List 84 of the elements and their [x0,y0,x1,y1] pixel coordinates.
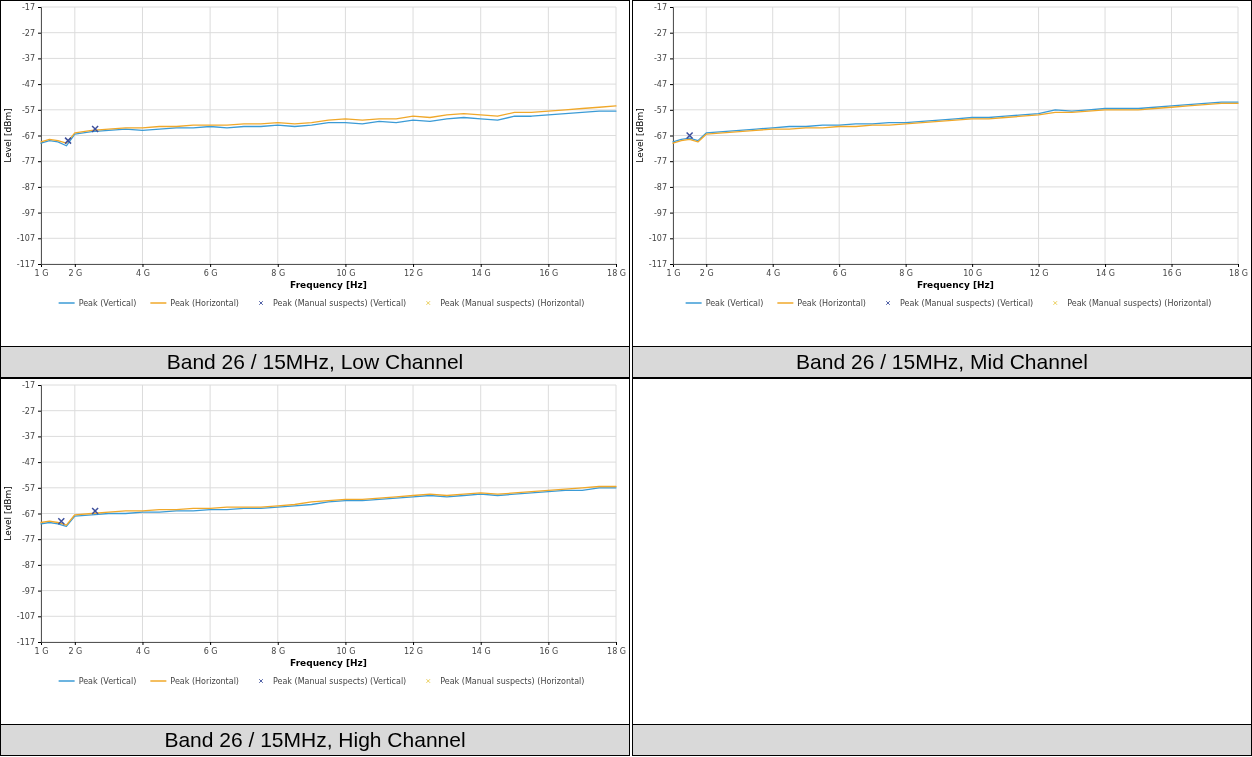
x-tick-label: 4 G [136,268,150,278]
x-tick-label: 2 G [68,646,83,656]
x-tick-label: 8 G [899,268,914,278]
x-tick-label: 16 G [539,646,559,656]
y-tick-label: -97 [21,586,35,596]
legend-label: Peak (Vertical) [78,677,137,686]
y-tick-label: -117 [16,638,35,648]
x-axis-title: Frequency [Hz] [290,280,367,290]
x-tick-label: 12 G [404,646,424,656]
y-tick-label: -87 [653,182,667,192]
legend-label: Peak (Horizontal) [170,299,239,308]
y-tick-label: -47 [653,80,667,90]
y-tick-label: -77 [21,157,35,167]
y-tick-label: -117 [648,260,667,270]
legend-label: Peak (Manual suspects) (Vertical) [273,299,407,308]
text: Band 26 / 15MHz, High Channel [1,724,629,755]
x-tick-label: 10 G [336,268,356,278]
y-tick-label: -57 [653,105,667,115]
x-tick-label: 1 G [34,646,49,656]
x-axis-title: Frequency [Hz] [290,658,367,668]
legend-label: Peak (Horizontal) [170,677,239,686]
x-tick-label: 18 G [607,646,626,656]
x-tick-label: 4 G [766,268,781,278]
x-tick-label: 12 G [404,268,424,278]
y-tick-label: -17 [21,3,35,13]
legend-label: Peak (Manual suspects) (Horizontal) [440,677,585,686]
x-axis-title: Frequency [Hz] [917,280,994,290]
legend-label: Peak (Horizontal) [797,299,866,308]
y-axis-title: Level [dBm] [3,486,13,541]
y-tick-label: -27 [21,28,35,38]
x-tick-label: 12 G [1029,268,1049,278]
y-tick-label: -37 [21,54,35,64]
text: Band 26 / 15MHz, Mid Channel [633,346,1251,377]
x-tick-label: 14 G [471,268,491,278]
legend-label: Peak (Manual suspects) (Vertical) [273,677,407,686]
y-tick-label: -107 [16,612,35,622]
y-tick-label: -87 [21,560,35,570]
y-tick-label: -37 [653,54,667,64]
legend-label: Peak (Vertical) [705,299,764,308]
y-tick-label: -17 [21,381,35,391]
y-tick-label: -97 [21,208,35,218]
y-tick-label: -87 [21,182,35,192]
y-tick-label: -27 [21,406,35,416]
text: Band 26 / 15MHz, Low Channel [1,346,629,377]
x-tick-label: 16 G [539,268,559,278]
x-tick-label: 14 G [1096,268,1116,278]
legend-label: Peak (Manual suspects) (Vertical) [900,299,1034,308]
y-tick-label: -27 [653,28,667,38]
y-tick-label: -67 [653,131,667,141]
y-tick-label: -67 [21,131,35,141]
x-tick-label: 16 G [1162,268,1182,278]
x-tick-label: 1 G [34,268,49,278]
y-tick-label: -107 [16,234,35,244]
x-tick-label: 4 G [136,646,150,656]
x-tick-label: 14 G [471,646,491,656]
x-tick-label: 2 G [68,268,83,278]
y-tick-label: -77 [21,535,35,545]
y-tick-label: -67 [21,509,35,519]
y-axis-title: Level [dBm] [3,108,13,163]
legend-label: Peak (Manual suspects) (Horizontal) [440,299,585,308]
x-tick-label: 10 G [336,646,356,656]
y-tick-label: -17 [653,3,667,13]
x-tick-label: 10 G [963,268,983,278]
y-axis-title: Level [dBm] [635,108,645,163]
x-tick-label: 8 G [271,646,286,656]
y-tick-label: -47 [21,80,35,90]
x-tick-label: 1 G [666,268,681,278]
x-tick-label: 6 G [203,268,218,278]
y-tick-label: -117 [16,260,35,270]
y-tick-label: -107 [648,234,667,244]
x-tick-label: 6 G [832,268,847,278]
y-tick-label: -57 [21,105,35,115]
legend-label: Peak (Vertical) [78,299,137,308]
y-tick-label: -77 [653,157,667,167]
x-tick-label: 18 G [607,268,626,278]
y-tick-label: -97 [653,208,667,218]
x-tick-label: 18 G [1229,268,1248,278]
y-tick-label: -47 [21,458,35,468]
y-tick-label: -37 [21,432,35,442]
legend-label: Peak (Manual suspects) (Horizontal) [1067,299,1212,308]
x-tick-label: 6 G [203,646,218,656]
y-tick-label: -57 [21,483,35,493]
x-tick-label: 2 G [699,268,714,278]
x-tick-label: 8 G [271,268,286,278]
